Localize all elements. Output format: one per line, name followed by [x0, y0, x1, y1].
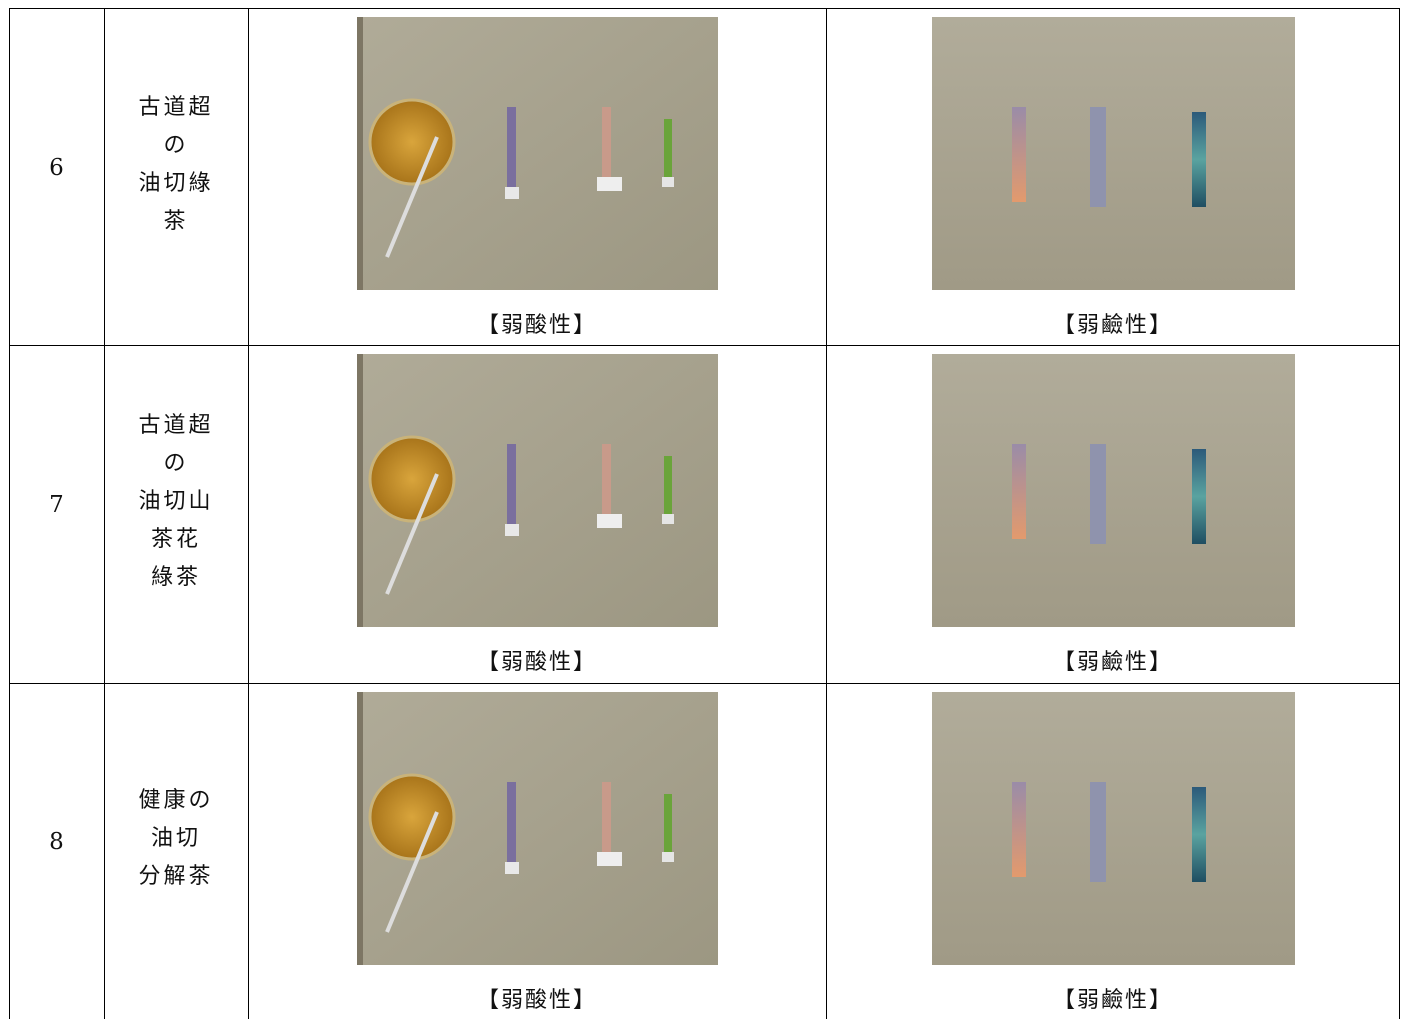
photo: [932, 17, 1295, 290]
column-line: [248, 8, 249, 1019]
name-line: の: [104, 445, 248, 483]
name-line: 古道超: [104, 89, 248, 127]
acid-caption: 【弱酸性】: [248, 644, 826, 676]
row-line: [9, 345, 1400, 346]
base-caption: 【弱鹼性】: [826, 307, 1400, 339]
row-number: 6: [9, 155, 104, 181]
name-line: 古道超: [104, 407, 248, 445]
name-line: 綠茶: [104, 559, 248, 597]
row-number: 7: [9, 492, 104, 518]
base-caption: 【弱鹼性】: [826, 644, 1400, 676]
name-line: 油切綠: [104, 165, 248, 203]
acid-caption: 【弱酸性】: [248, 307, 826, 339]
photo: [357, 354, 718, 627]
base-photo: [932, 17, 1295, 290]
name-line: 油切: [104, 820, 248, 858]
photo: [357, 692, 718, 965]
name-line: 油切山: [104, 483, 248, 521]
base-caption: 【弱鹼性】: [826, 982, 1400, 1014]
name-line: 分解茶: [104, 858, 248, 896]
row-line: [9, 683, 1400, 684]
acid-photo: [357, 17, 718, 290]
column-line: [826, 8, 827, 1019]
product-name: 健康の油切分解茶: [104, 782, 248, 896]
page: {"table": {"rows": [ {"number": "6", "na…: [0, 0, 1410, 1019]
acid-photo: [357, 354, 718, 627]
photo: [932, 354, 1295, 627]
product-name: 古道超の油切山茶花綠茶: [104, 407, 248, 597]
name-line: 茶花: [104, 521, 248, 559]
base-photo: [932, 692, 1295, 965]
product-name: 古道超の油切綠茶: [104, 89, 248, 241]
acid-caption: 【弱酸性】: [248, 982, 826, 1014]
row-number: 8: [9, 829, 104, 855]
acid-photo: [357, 692, 718, 965]
name-line: の: [104, 127, 248, 165]
base-photo: [932, 354, 1295, 627]
name-line: 茶: [104, 203, 248, 241]
photo: [357, 17, 718, 290]
name-line: 健康の: [104, 782, 248, 820]
photo: [932, 692, 1295, 965]
